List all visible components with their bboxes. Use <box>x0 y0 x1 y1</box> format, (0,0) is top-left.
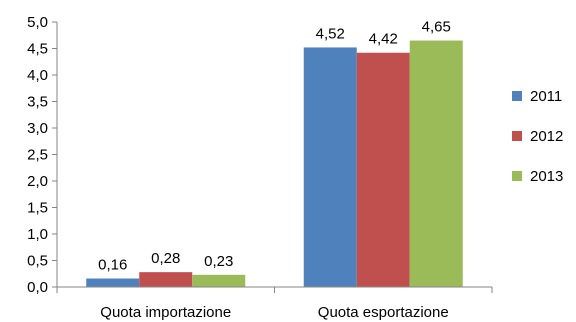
y-tick-label: 2,0 <box>27 173 48 190</box>
data-label: 0,23 <box>204 253 233 270</box>
bar <box>86 278 140 287</box>
legend: 2011 2012 2013 <box>512 88 563 185</box>
bar <box>303 47 357 287</box>
category-label: Quota importazione <box>100 304 231 321</box>
bar <box>409 40 463 287</box>
y-tick-label: 4,5 <box>27 41 48 58</box>
category-label: Quota esportazione <box>318 304 449 321</box>
data-labels: 0,16 0,28 0,23 4,52 4,42 4,65 <box>98 19 451 274</box>
legend-swatch <box>512 131 522 141</box>
y-tick-label: 0,0 <box>27 279 48 296</box>
y-tick-label: 5,0 <box>27 14 48 31</box>
y-tick-label: 4,0 <box>27 67 48 84</box>
bar <box>356 52 410 287</box>
y-tick-label: 3,0 <box>27 120 48 137</box>
data-label: 4,65 <box>422 19 451 36</box>
bars <box>86 40 463 287</box>
y-tick-label: 1,0 <box>27 226 48 243</box>
data-label: 4,52 <box>316 25 345 42</box>
data-label: 0,16 <box>98 257 127 274</box>
y-tick-label: 0,5 <box>27 253 48 270</box>
legend-label: 2013 <box>530 168 563 185</box>
y-axis: 0,0 0,5 1,0 1,5 2,0 2,5 3,0 3,5 4,0 4,5 5,0 <box>27 14 58 296</box>
data-label: 4,42 <box>369 31 398 48</box>
data-label: 0,28 <box>151 250 180 267</box>
y-tick-label: 2,5 <box>27 147 48 164</box>
legend-swatch <box>512 171 522 181</box>
legend-label: 2012 <box>530 128 563 145</box>
x-axis: Quota importazione Quota esportazione <box>56 286 493 321</box>
y-tick-label: 3,5 <box>27 94 48 111</box>
bar <box>192 274 246 287</box>
bar <box>139 272 193 287</box>
legend-swatch <box>512 91 522 101</box>
legend-label: 2011 <box>530 88 562 105</box>
y-tick-label: 1,5 <box>27 200 48 217</box>
